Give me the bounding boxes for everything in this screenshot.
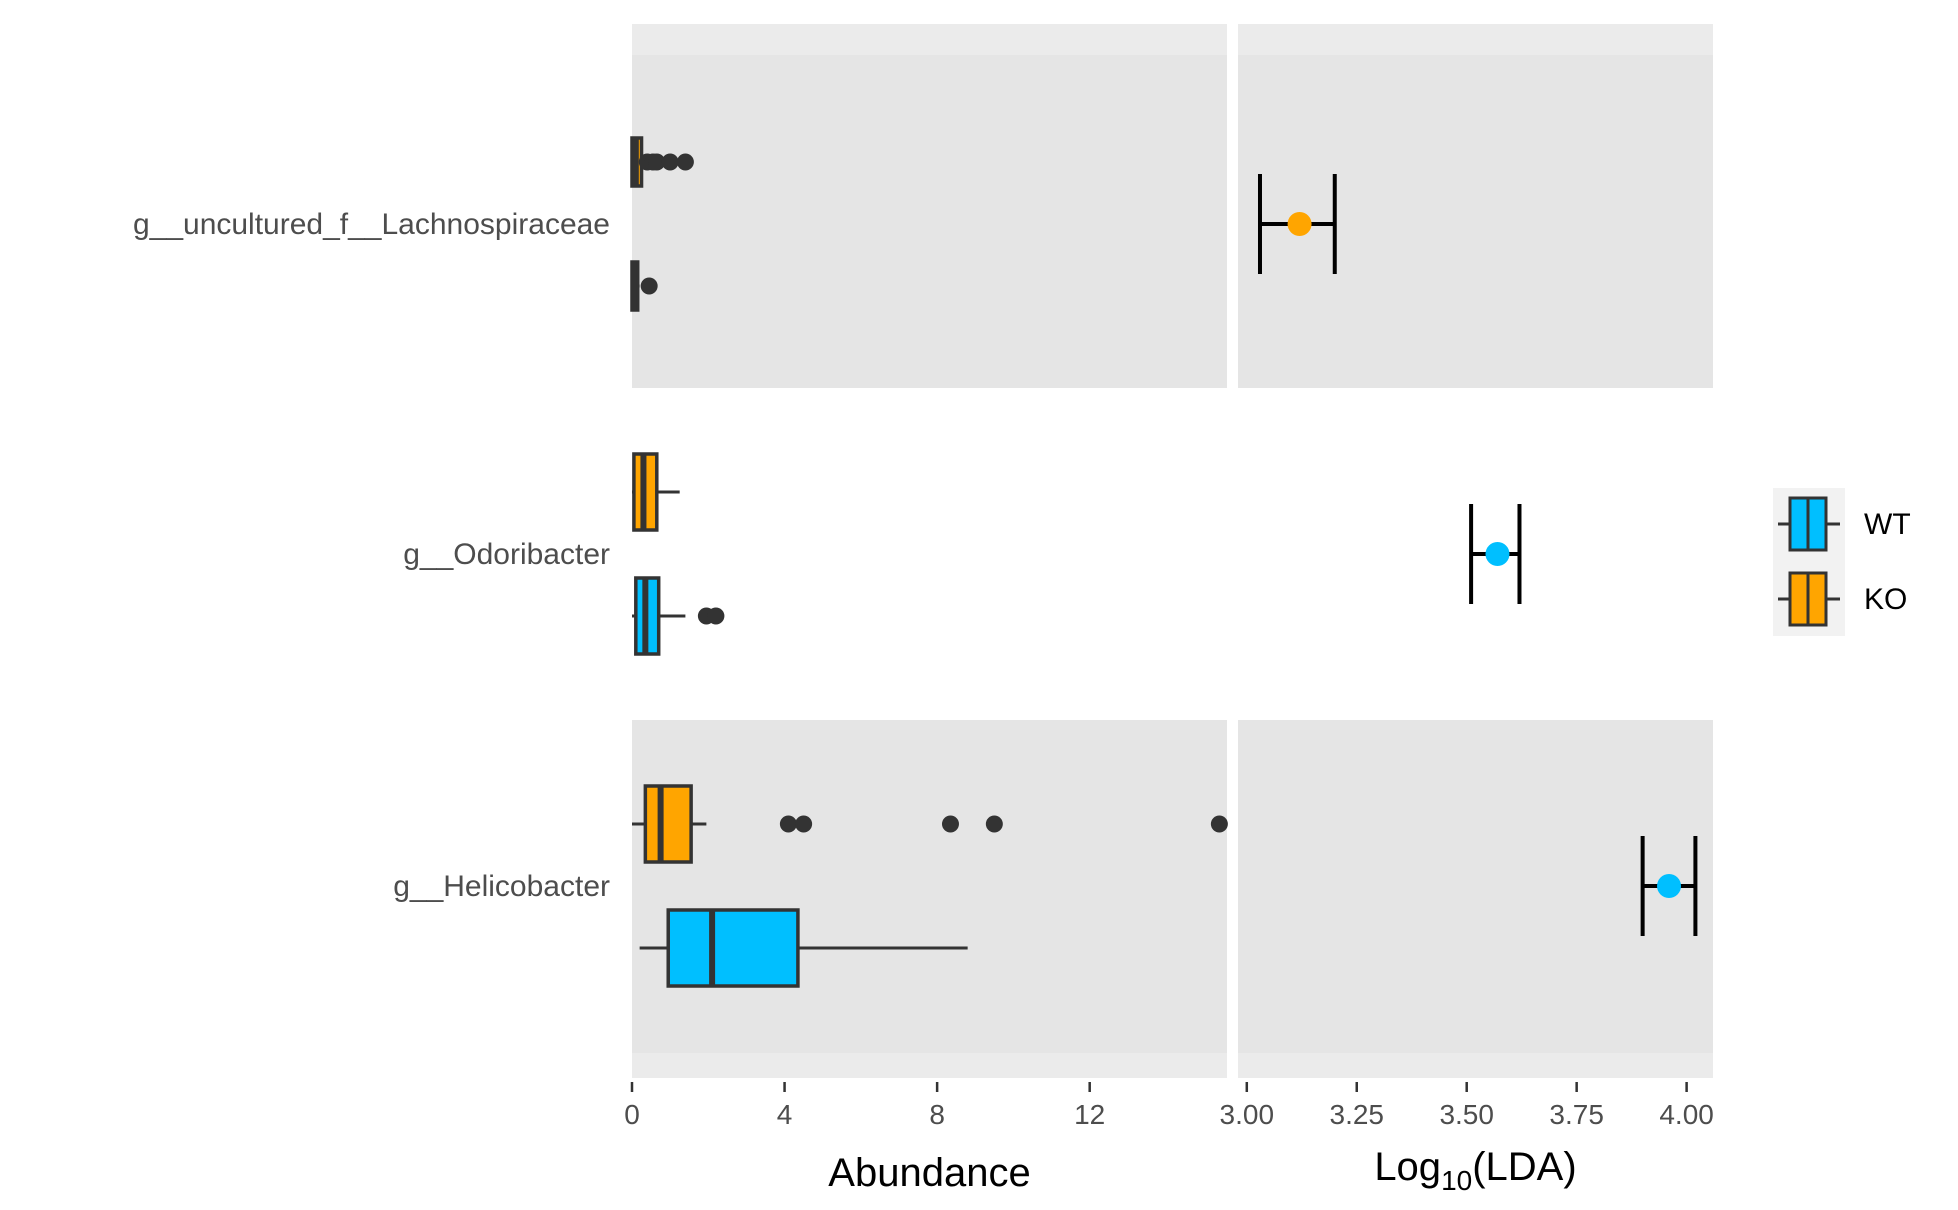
legend-item-WT: WT xyxy=(1778,496,1911,552)
outlier-point-2 xyxy=(648,153,666,171)
box-rect xyxy=(643,784,693,864)
panel-backgrounds xyxy=(632,24,1713,1078)
lda-axis-tick-label: 3.75 xyxy=(1549,1099,1604,1130)
abundance-axis-tick-label: 0 xyxy=(624,1099,640,1130)
outlier-point-2 xyxy=(941,815,959,833)
lda-axis-tick-label: 4.00 xyxy=(1659,1099,1714,1130)
box-WT-0 xyxy=(630,260,658,312)
box-WT-2 xyxy=(639,908,968,988)
lda-axis-title-subscript: 10 xyxy=(1441,1165,1472,1196)
legend-label: WT xyxy=(1864,508,1911,541)
panel-shaded-2-1 xyxy=(1238,720,1713,1053)
box-KO-1 xyxy=(632,452,680,532)
category-label: g__Helicobacter xyxy=(393,870,610,903)
outlier-point-0 xyxy=(779,815,797,833)
lda-point xyxy=(1657,874,1682,898)
panel-shaded-0-1 xyxy=(1238,55,1713,388)
abundance-axis-tick-label: 12 xyxy=(1074,1099,1105,1130)
category-label: g__Odoribacter xyxy=(403,538,610,571)
lda-axis-title: Log10(LDA) xyxy=(1374,1145,1576,1196)
abundance-boxplots xyxy=(630,136,1228,988)
legend-item-KO: KO xyxy=(1778,571,1907,627)
lda-errorbars xyxy=(1257,174,1698,936)
lda-axis-title-tail: (LDA) xyxy=(1472,1145,1576,1189)
lda-point xyxy=(1287,212,1312,236)
category-label: g__uncultured_f__Lachnospiraceae xyxy=(133,208,610,241)
panel-shaded-2-0 xyxy=(632,720,1227,1053)
outlier-point-4 xyxy=(676,153,694,171)
lda-axis-tick-label: 3.25 xyxy=(1330,1099,1385,1130)
outlier-point-1 xyxy=(707,607,725,625)
lda-axis-tick-label: 3.00 xyxy=(1220,1099,1275,1130)
outlier-point-4 xyxy=(1210,815,1228,833)
axes: 0 4 8 12 3.00 3.25 3.50 3.75 4.00 Abundance Log10(… xyxy=(624,1082,1714,1196)
box-WT-1 xyxy=(632,576,725,656)
category-labels: g__uncultured_f__Lachnospiraceae g__Odori… xyxy=(133,208,610,903)
box-rect xyxy=(666,908,800,988)
outlier-point-3 xyxy=(661,153,679,171)
lda-errorbar-2 xyxy=(1640,836,1698,936)
outlier-point-0 xyxy=(640,277,658,295)
abundance-axis-tick-label: 4 xyxy=(777,1099,793,1130)
outlier-point-1 xyxy=(795,815,813,833)
box-KO-2 xyxy=(632,784,1228,864)
lda-axis-tick-label: 3.50 xyxy=(1439,1099,1494,1130)
panel-shaded-0-0 xyxy=(632,55,1227,388)
box-KO-0 xyxy=(630,136,694,188)
lda-axis-title-main: Log xyxy=(1374,1145,1441,1189)
legend-label: KO xyxy=(1864,583,1907,616)
abundance-axis-tick-label: 8 xyxy=(929,1099,945,1130)
abundance-axis-title: Abundance xyxy=(828,1151,1030,1195)
outlier-point-3 xyxy=(985,815,1003,833)
lda-errorbar-0 xyxy=(1257,174,1337,274)
lda-errorbar-1 xyxy=(1469,504,1522,604)
lda-point xyxy=(1485,542,1510,566)
legend: WT KO xyxy=(1773,488,1911,636)
